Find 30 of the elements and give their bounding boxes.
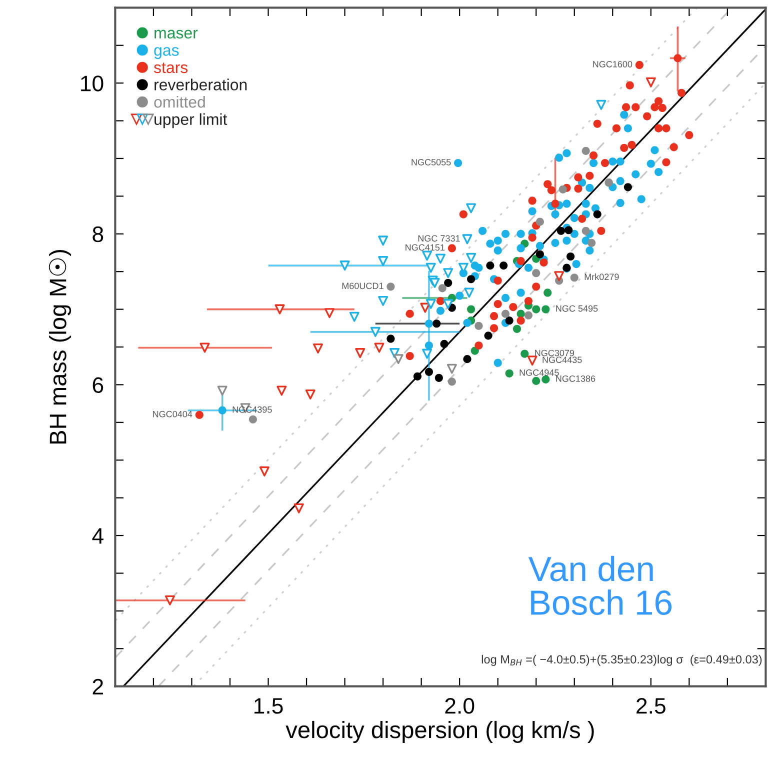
legend-label: reverberation	[154, 78, 247, 90]
legend-label: omitted	[154, 96, 205, 108]
x-axis-title: velocity dispersion (log km/s )	[286, 720, 594, 743]
annotation: NGC3079	[535, 350, 574, 356]
annotation: NGC 5495	[556, 305, 598, 312]
x-tick-label: 1.5	[254, 698, 283, 714]
legend-label: stars	[154, 62, 188, 74]
x-tick-label: 2.5	[636, 698, 666, 714]
x-tick-label: 2.0	[445, 698, 474, 714]
annotation: NGC4435	[542, 356, 582, 363]
annotation: NGC4151	[406, 244, 445, 251]
legend-label: upper limit	[154, 113, 228, 128]
annotation: Mrk0279	[584, 273, 619, 280]
annotation: NGC1386	[556, 375, 596, 382]
y-tick-label: 8	[92, 226, 104, 242]
y-tick-label: 10	[81, 76, 104, 92]
annotation: NGC1600	[593, 61, 632, 68]
annotation: NGC5055	[412, 159, 451, 166]
annotation: Van den Bosch 16	[528, 556, 672, 615]
legend-label: gas	[154, 47, 179, 59]
annotation: log M$_{BH}$ =( −4.0±0.5)+(5.35±0.23)log σ (ε=0.49±0.03)	[482, 654, 762, 666]
annotation: NGC 7331	[418, 235, 460, 242]
annotation: NGC4945	[520, 369, 559, 376]
y-axis-title: BH mass (log M☉)	[48, 250, 72, 444]
y-tick-label: 2	[92, 678, 103, 694]
annotation: NGC0404	[153, 410, 192, 418]
y-tick-label: 6	[92, 377, 104, 393]
y-tick-label: 4	[92, 528, 104, 544]
annotation: M60UCD1	[342, 282, 384, 290]
legend-label: maser	[154, 30, 198, 39]
